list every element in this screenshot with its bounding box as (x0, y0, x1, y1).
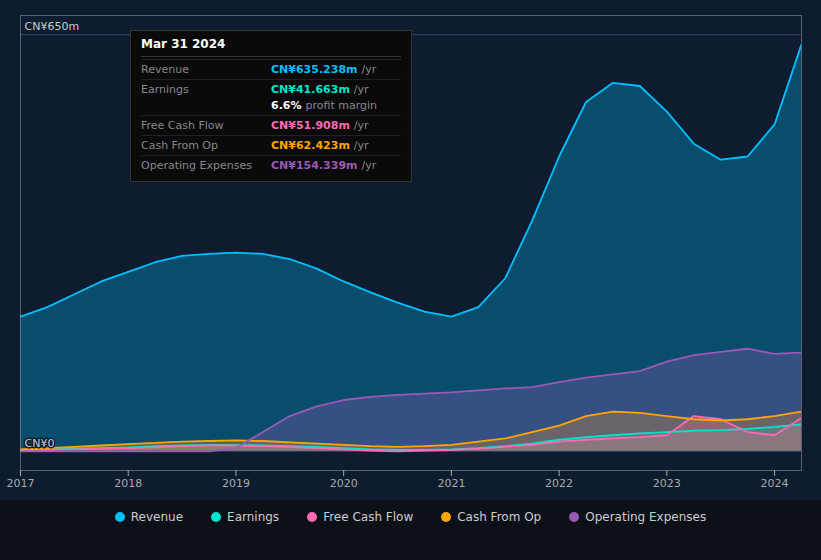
html-text:Revenue: Revenue (141, 63, 189, 76)
html-text:CN¥154.339m /yr: CN¥154.339m /yr (271, 159, 377, 172)
html-text:Revenue: Revenue (130, 510, 183, 524)
svg-text:CN¥650m: CN¥650m (25, 20, 80, 33)
html-text:Cash From Op: Cash From Op (141, 139, 218, 152)
html-text:CN¥41.663m /yr: CN¥41.663m /yr (271, 83, 369, 96)
html-text:CN¥62.423m /yr: CN¥62.423m /yr (271, 139, 369, 152)
svg-text:2019: 2019 (222, 477, 250, 490)
svg-text:CN¥0: CN¥0 (25, 437, 55, 450)
html-text:Free Cash Flow: Free Cash Flow (323, 510, 414, 524)
svg-text:2017: 2017 (7, 477, 35, 490)
html-text:Operating Expenses: Operating Expenses (585, 510, 707, 524)
svg-text:2024: 2024 (761, 477, 789, 490)
svg-text:2023: 2023 (653, 477, 681, 490)
html-text:Earnings: Earnings (227, 510, 280, 524)
html-text:CN¥635.238m /yr: CN¥635.238m /yr (271, 63, 377, 76)
svg-text:2018: 2018 (114, 477, 142, 490)
html-text:Earnings: Earnings (141, 83, 189, 96)
html-text:Operating Expenses: Operating Expenses (141, 159, 252, 172)
html-text:Free Cash Flow: Free Cash Flow (141, 119, 224, 132)
svg-text:2022: 2022 (545, 477, 573, 490)
html-text:6.6% profit margin: 6.6% profit margin (271, 99, 377, 112)
svg-text:2020: 2020 (330, 477, 358, 490)
svg-text:2021: 2021 (437, 477, 465, 490)
html-text:CN¥51.908m /yr: CN¥51.908m /yr (271, 119, 369, 132)
html-text:Cash From Op: Cash From Op (457, 510, 542, 524)
html-text:Mar 31 2024: Mar 31 2024 (141, 37, 226, 51)
